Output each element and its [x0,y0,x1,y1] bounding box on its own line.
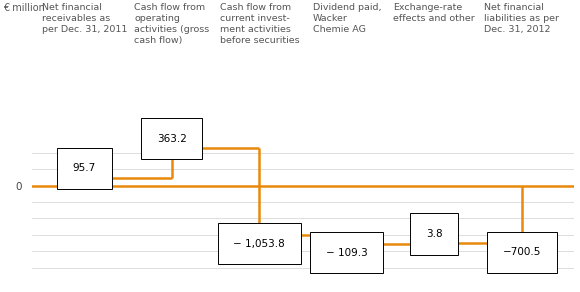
Text: Cash flow from
current invest-
ment activities
before securities: Cash flow from current invest- ment acti… [219,3,299,45]
Text: − 109.3: − 109.3 [326,248,368,258]
Text: − 1,053.8: − 1,053.8 [233,239,285,249]
Text: −700.5: −700.5 [502,247,541,258]
Text: € million: € million [3,3,45,13]
Text: Dividend paid,
Wacker
Chemie AG: Dividend paid, Wacker Chemie AG [313,3,381,34]
Text: 95.7: 95.7 [72,164,96,173]
Text: Exchange-rate
effects and other: Exchange-rate effects and other [393,3,475,23]
Text: 363.2: 363.2 [157,133,187,143]
Text: Net financial
liabilities as per
Dec. 31, 2012: Net financial liabilities as per Dec. 31… [484,3,559,34]
Text: Net financial
receivables as
per Dec. 31, 2011: Net financial receivables as per Dec. 31… [42,3,127,34]
Text: 3.8: 3.8 [426,229,443,239]
Text: Cash flow from
operating
activities (gross
cash flow): Cash flow from operating activities (gro… [134,3,209,45]
